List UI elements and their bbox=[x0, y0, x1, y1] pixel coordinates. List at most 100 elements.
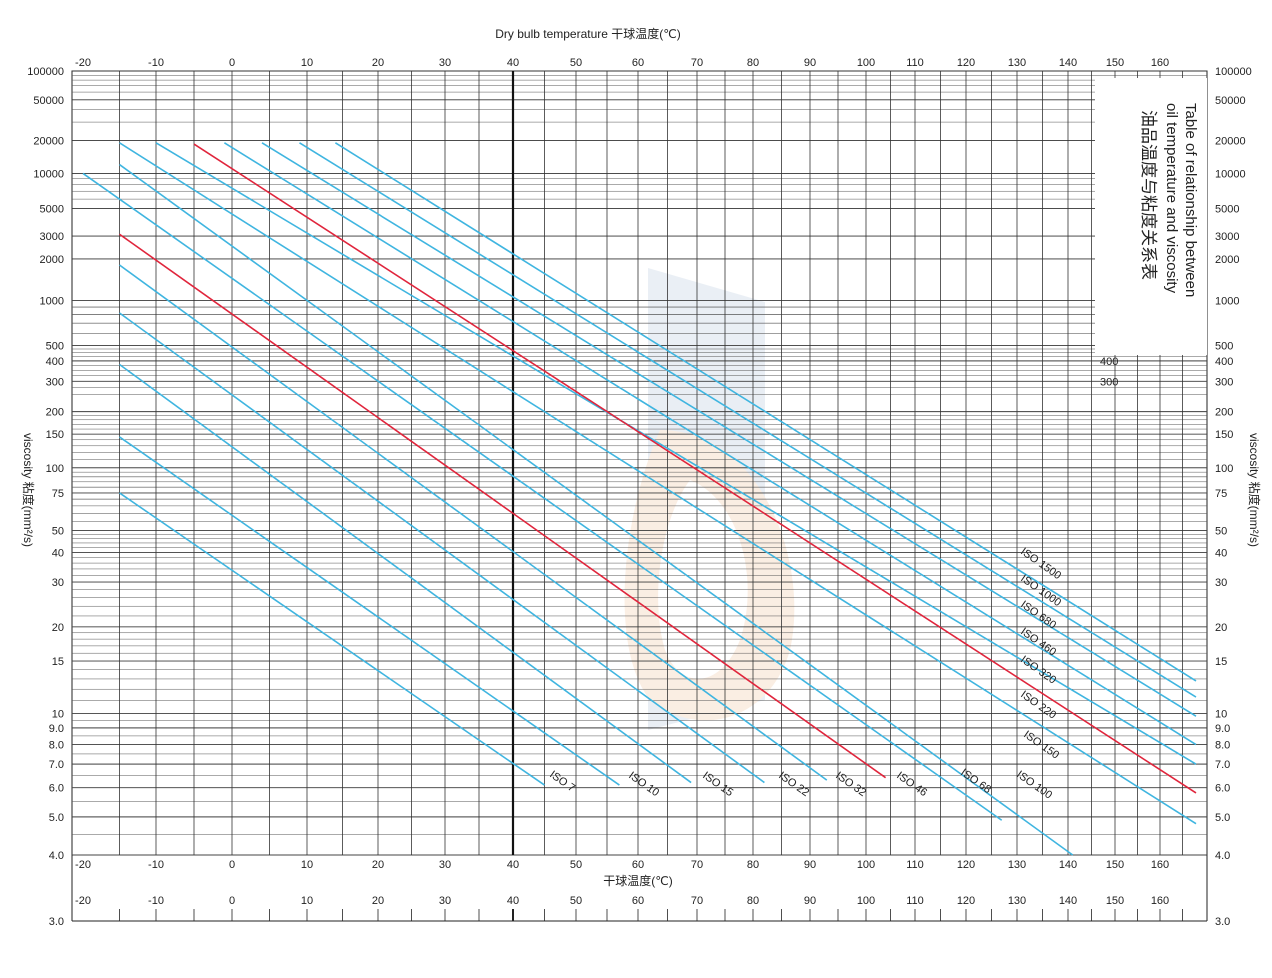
series-line-iso-46 bbox=[119, 233, 887, 779]
y-tick-label-right: 50 bbox=[1215, 526, 1227, 538]
x-tick-label-strip: -20 bbox=[75, 895, 91, 907]
x-tick-label-bottom: 60 bbox=[632, 859, 644, 871]
x-tick-label-bottom: 160 bbox=[1151, 859, 1169, 871]
series-line-iso-150 bbox=[119, 142, 1197, 825]
y-tick-label-left: 1000 bbox=[40, 295, 64, 307]
series-line-iso-1500 bbox=[334, 142, 1197, 682]
grid bbox=[71, 70, 1208, 856]
series-line-iso-68 bbox=[82, 172, 1003, 821]
x-tick-label-strip: 120 bbox=[957, 895, 975, 907]
series-line-iso-1000 bbox=[299, 142, 1197, 698]
y-tick-label-left: 20 bbox=[52, 622, 64, 634]
series-line-iso-320 bbox=[193, 143, 1197, 794]
y-tick-label-left: 3.0 bbox=[49, 916, 64, 928]
x-tick-label-strip: 150 bbox=[1106, 895, 1124, 907]
x-tick-label-top: 140 bbox=[1059, 57, 1077, 69]
x-tick-label-top: 60 bbox=[632, 57, 644, 69]
series-line-iso-22 bbox=[119, 312, 765, 784]
x-tick-label-top: -20 bbox=[75, 57, 91, 69]
y-tick-label-right: 15 bbox=[1215, 656, 1227, 668]
y-tick-label-left: 10 bbox=[52, 708, 64, 720]
x-tick-label-bottom: 0 bbox=[229, 859, 235, 871]
x-tick-label-bottom: 120 bbox=[957, 859, 975, 871]
x-tick-label-top: 20 bbox=[372, 57, 384, 69]
x-tick-label-strip: 160 bbox=[1151, 895, 1169, 907]
series-lines bbox=[82, 142, 1197, 856]
y-tick-label-left: 150 bbox=[46, 429, 64, 441]
y-tick-label-left: 9.0 bbox=[49, 723, 64, 735]
x-tick-label-bottom: 20 bbox=[372, 859, 384, 871]
x-tick-label-strip: 110 bbox=[906, 895, 924, 907]
y-tick-label-left: 8.0 bbox=[49, 740, 64, 752]
series-line-iso-460 bbox=[223, 142, 1197, 746]
x-tick-label-bottom: 50 bbox=[570, 859, 582, 871]
iso-label-iso-15: ISO 15 bbox=[700, 770, 735, 799]
top-axis-title: Dry bulb temperature 干球温度(℃) bbox=[495, 26, 681, 41]
series-line-iso-220 bbox=[155, 142, 1197, 765]
iso-label-iso-220: ISO 220 bbox=[1018, 689, 1058, 722]
y-tick-label-right: 40 bbox=[1215, 547, 1227, 559]
y-tick-label-right: 50000 bbox=[1215, 95, 1246, 107]
x-tick-label-top: 100 bbox=[857, 57, 875, 69]
y-tick-label-right: 20 bbox=[1215, 622, 1227, 634]
y-tick-label-right: 5000 bbox=[1215, 204, 1239, 216]
title-english-line2: oil temperature and viscosity bbox=[1163, 103, 1180, 294]
x-tick-label-strip: 0 bbox=[229, 895, 235, 907]
y-tick-label-right: 1000 bbox=[1215, 295, 1239, 307]
x-tick-label-bottom: 100 bbox=[857, 859, 875, 871]
y-tick-label-right: 500 bbox=[1215, 341, 1233, 353]
iso-label-iso-68: ISO 68 bbox=[958, 767, 993, 796]
x-tick-label-top: 130 bbox=[1008, 57, 1026, 69]
y-tick-label-inner: 400 bbox=[1100, 356, 1118, 368]
x-tick-label-bottom: -10 bbox=[148, 859, 164, 871]
x-tick-label-top: 70 bbox=[691, 57, 703, 69]
x-tick-label-strip: 50 bbox=[570, 895, 582, 907]
x-tick-label-strip: 40 bbox=[507, 895, 519, 907]
y-tick-label-left: 100000 bbox=[27, 66, 64, 78]
y-tick-label-left: 10000 bbox=[33, 168, 64, 180]
x-tick-label-top: 30 bbox=[439, 57, 451, 69]
y-tick-label-right: 7.0 bbox=[1215, 759, 1230, 771]
y-tick-label-right: 100000 bbox=[1215, 66, 1252, 78]
y-tick-label-right: 3000 bbox=[1215, 231, 1239, 243]
y-tick-label-left: 50000 bbox=[33, 95, 64, 107]
iso-label-iso-46: ISO 46 bbox=[894, 770, 929, 799]
y-tick-label-right: 5.0 bbox=[1215, 812, 1230, 824]
x-tick-label-bottom: 10 bbox=[301, 859, 313, 871]
x-tick-label-top: 150 bbox=[1106, 57, 1124, 69]
x-tick-label-strip: 20 bbox=[372, 895, 384, 907]
axes: -20 -20 -20 -10 -10 -10 0 0 0 10 10 10 20 20 20 30 30 30 4… bbox=[27, 57, 1251, 928]
x-tick-label-top: 80 bbox=[747, 57, 759, 69]
x-tick-label-top: 90 bbox=[804, 57, 816, 69]
y-tick-label-left: 2000 bbox=[40, 254, 64, 266]
series-line-iso-15 bbox=[119, 363, 692, 784]
x-tick-label-bottom: 150 bbox=[1106, 859, 1124, 871]
x-tick-label-top: -10 bbox=[148, 57, 164, 69]
iso-label-iso-10: ISO 10 bbox=[626, 770, 661, 799]
series-line-iso-100 bbox=[119, 163, 1074, 856]
series-line-iso-32 bbox=[119, 264, 828, 781]
x-tick-label-strip: 130 bbox=[1008, 895, 1026, 907]
x-tick-label-top: 40 bbox=[507, 57, 519, 69]
y-tick-label-right: 150 bbox=[1215, 429, 1233, 441]
y-tick-label-right: 3.0 bbox=[1215, 916, 1230, 928]
y-tick-label-left: 500 bbox=[46, 341, 64, 353]
x-tick-label-strip: 80 bbox=[747, 895, 759, 907]
y-tick-label-right: 400 bbox=[1215, 356, 1233, 368]
y-tick-label-right: 10000 bbox=[1215, 168, 1246, 180]
iso-labels: ISO 7 ISO 10 ISO 15 ISO 22 ISO 32 ISO 46 ISO 6… bbox=[547, 546, 1063, 802]
y-tick-label-inner: 300 bbox=[1100, 376, 1118, 388]
y-tick-label-left: 300 bbox=[46, 376, 64, 388]
y-tick-label-right: 75 bbox=[1215, 488, 1227, 500]
y-tick-label-left: 50 bbox=[52, 526, 64, 538]
x-tick-label-strip: 30 bbox=[439, 895, 451, 907]
y-tick-label-right: 30 bbox=[1215, 577, 1227, 589]
x-tick-label-bottom: 130 bbox=[1008, 859, 1026, 871]
y-tick-label-left: 7.0 bbox=[49, 759, 64, 771]
x-tick-label-strip: 10 bbox=[301, 895, 313, 907]
y-tick-label-right: 200 bbox=[1215, 407, 1233, 419]
iso-label-iso-150: ISO 150 bbox=[1021, 729, 1061, 762]
x-tick-label-strip: 70 bbox=[691, 895, 703, 907]
title-english-line1: Table of relationship between bbox=[1182, 103, 1199, 297]
x-tick-label-top: 10 bbox=[301, 57, 313, 69]
